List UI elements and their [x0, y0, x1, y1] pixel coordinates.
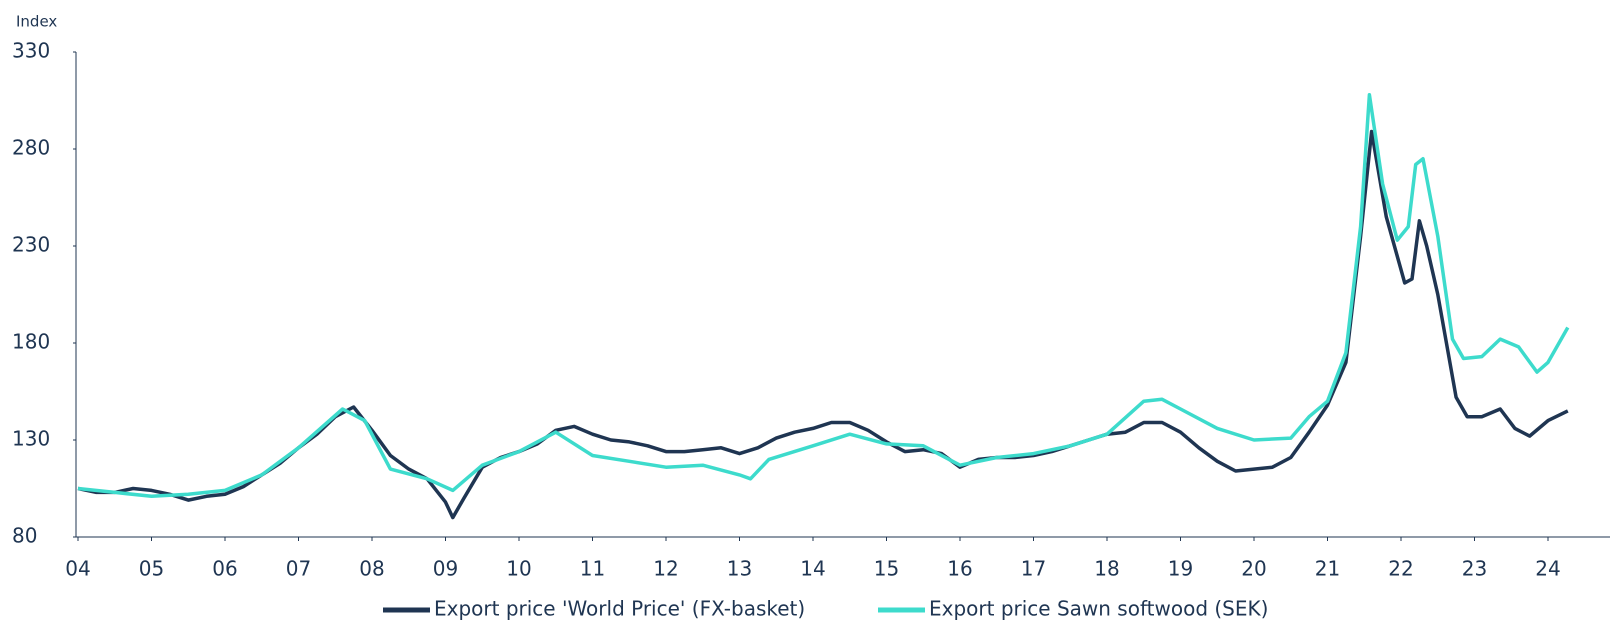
legend-label: Export price 'World Price' (FX-basket)	[434, 597, 805, 621]
x-tick-label: 07	[286, 557, 311, 581]
y-tick-label: 180	[12, 330, 50, 354]
y-tick-label: 80	[12, 524, 37, 548]
series-line	[77, 92, 1570, 499]
x-tick-label: 16	[947, 557, 972, 581]
x-tick-label: 11	[580, 557, 605, 581]
x-tick-label: 05	[139, 557, 164, 581]
legend-label: Export price Sawn softwood (SEK)	[929, 597, 1268, 621]
x-tick-label: 24	[1535, 557, 1560, 581]
x-tick-label: 13	[727, 557, 752, 581]
y-tick-label: 280	[12, 136, 50, 160]
x-tick-label: 22	[1388, 557, 1413, 581]
y-tick-label: 130	[12, 427, 50, 451]
y-axis-label: Index	[16, 13, 57, 31]
x-tick-label: 23	[1462, 557, 1487, 581]
x-tick-label: 19	[1168, 557, 1193, 581]
x-tick-label: 15	[874, 557, 899, 581]
x-tick-label: 10	[506, 557, 531, 581]
series-line	[77, 129, 1569, 520]
y-tick-label: 330	[12, 39, 50, 63]
x-tick-label: 18	[1094, 557, 1119, 581]
x-tick-label: 14	[800, 557, 825, 581]
x-tick-label: 06	[212, 557, 237, 581]
x-tick-label: 09	[433, 557, 458, 581]
x-tick-label: 21	[1315, 557, 1340, 581]
x-tick-label: 08	[359, 557, 384, 581]
y-tick-label: 230	[12, 233, 50, 257]
x-tick-label: 20	[1241, 557, 1266, 581]
x-tick-label: 04	[65, 557, 90, 581]
x-tick-label: 17	[1021, 557, 1046, 581]
x-tick-label: 12	[653, 557, 678, 581]
